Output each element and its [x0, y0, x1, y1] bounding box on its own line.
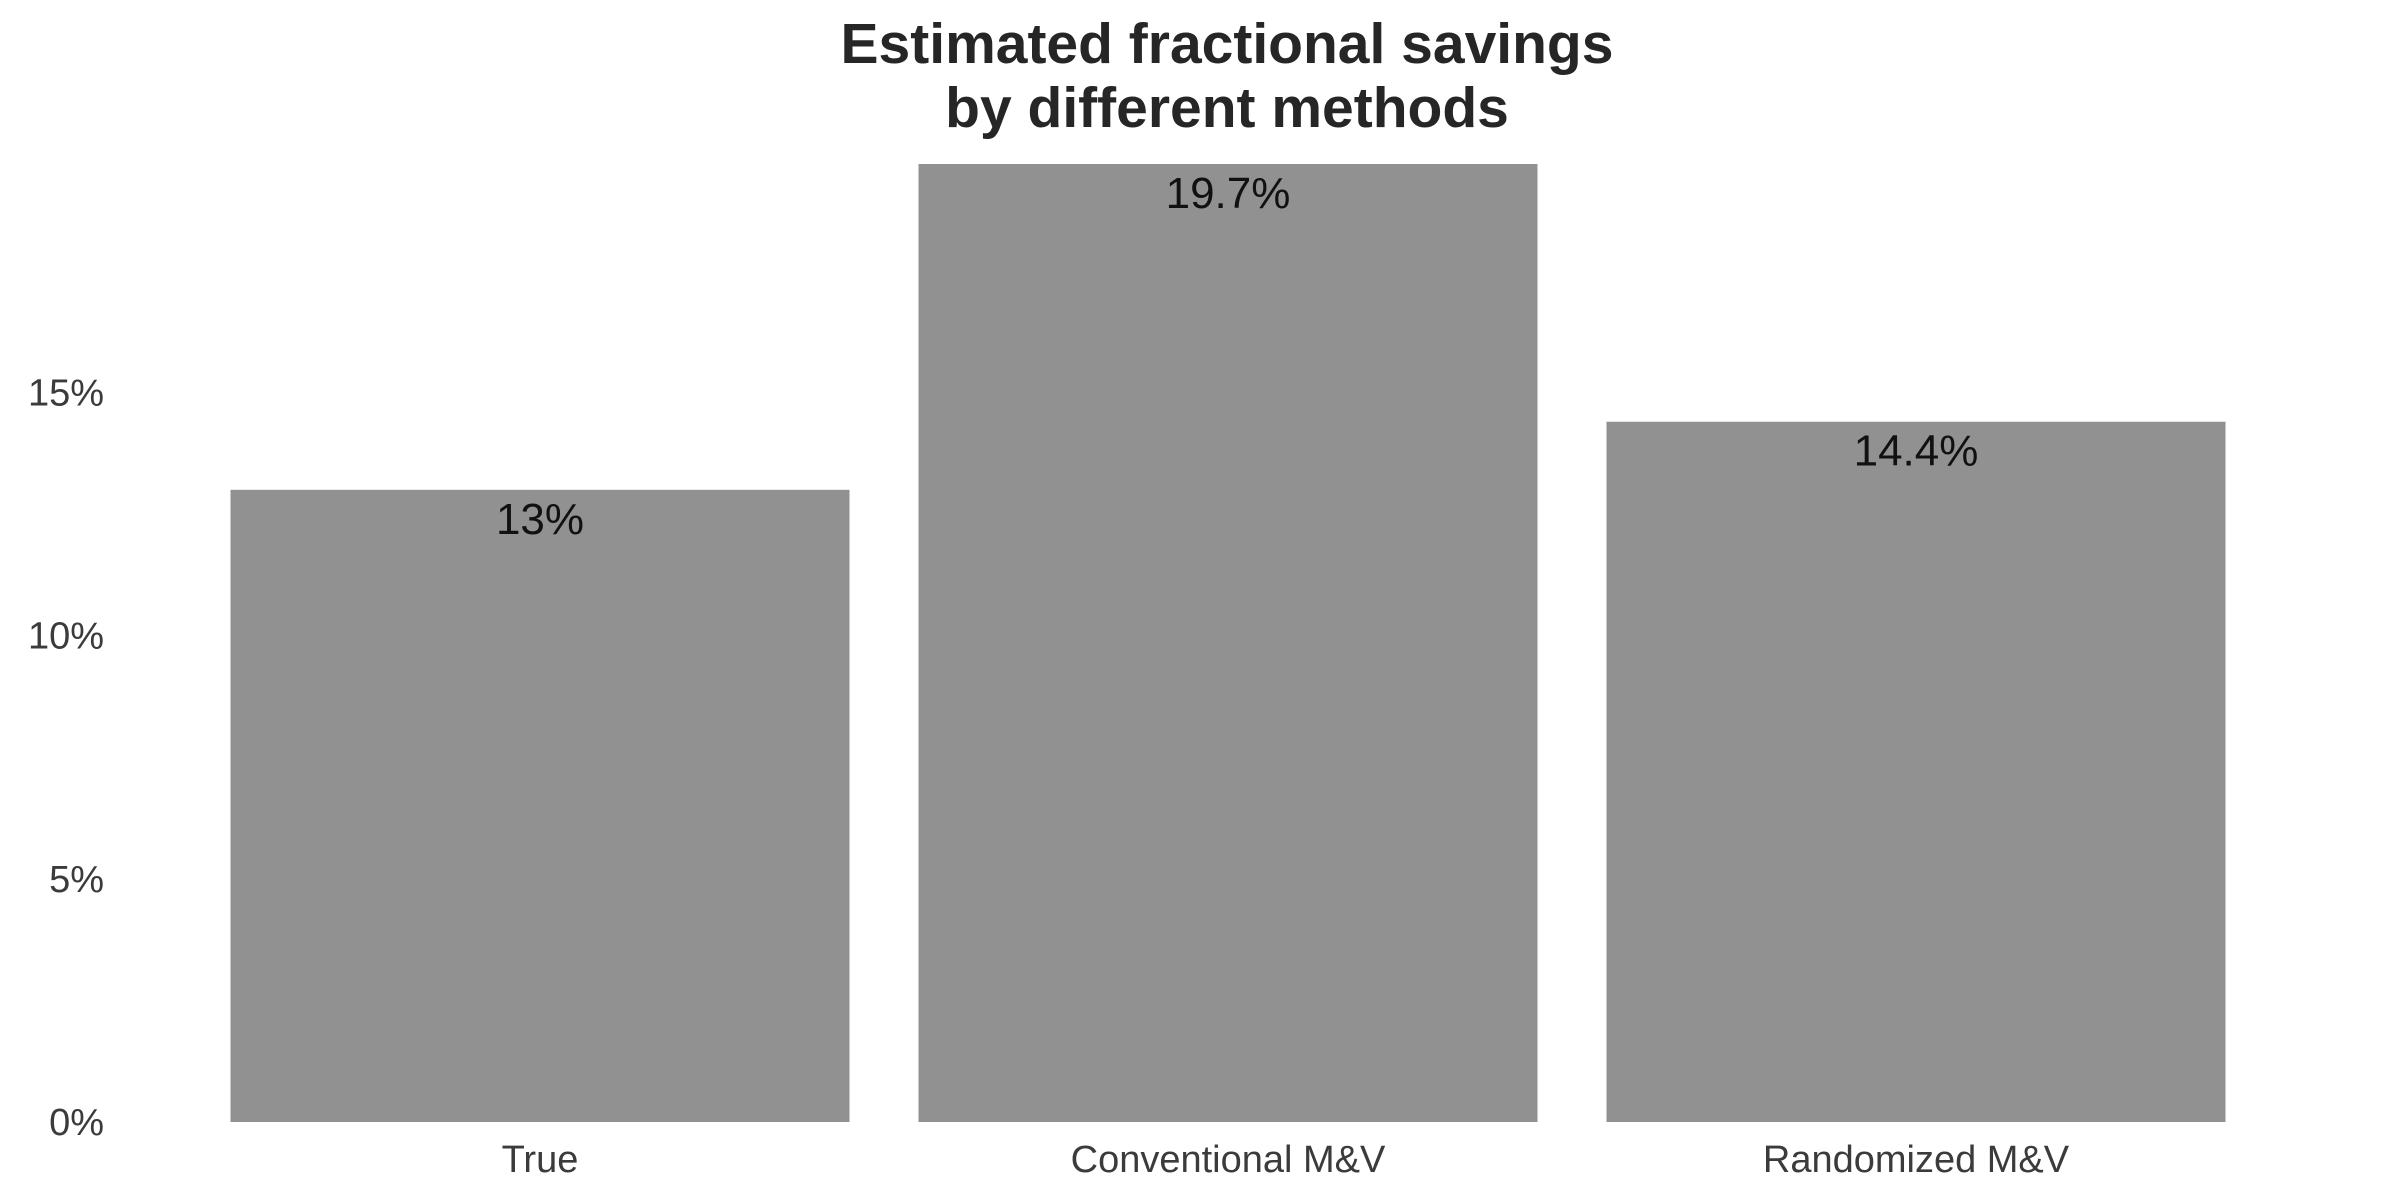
y-tick-label: 5%	[49, 859, 104, 901]
x-tick-label: Conventional M&V	[1071, 1139, 1386, 1181]
x-axis-ticks: True Conventional M&V Randomized M&V	[502, 1139, 2070, 1181]
bar-2	[1606, 421, 2226, 1122]
y-tick-label: 0%	[49, 1102, 104, 1144]
bar-value-label: 14.4%	[1854, 427, 1979, 476]
bar-0	[230, 489, 850, 1122]
y-tick-label: 15%	[28, 373, 104, 415]
bars-group	[230, 164, 2226, 1122]
bar-value-label: 13%	[496, 495, 584, 544]
chart-title-line-2: by different methods	[945, 76, 1509, 140]
x-tick-label: Randomized M&V	[1763, 1139, 2070, 1181]
chart-title-line-1: Estimated fractional savings	[841, 12, 1614, 76]
y-axis-ticks: 0% 5% 10% 15%	[28, 373, 104, 1144]
x-tick-label: True	[502, 1139, 579, 1181]
y-tick-label: 10%	[28, 616, 104, 658]
bar-value-label: 19.7%	[1166, 169, 1291, 218]
bar-1	[918, 164, 1538, 1122]
value-labels-group: 13% 19.7% 14.4%	[496, 169, 1978, 544]
